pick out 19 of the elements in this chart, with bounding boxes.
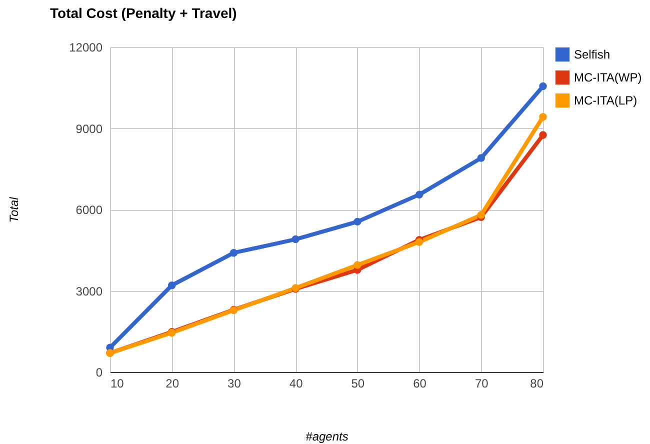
y-tick-label: 0 [96,366,103,380]
y-tick-label: 9000 [76,122,103,136]
legend-label: MC-ITA(WP) [574,70,642,84]
y-axis-title: Total [7,196,22,223]
x-tick-label: 40 [289,376,304,390]
x-tick-label: 70 [474,376,489,390]
x-tick-label: 80 [530,376,544,390]
x-tick-label: 50 [351,376,365,390]
y-tick-label: 12000 [69,40,103,54]
x-tick-label: 60 [413,376,427,390]
x-axis-title: #agents [306,430,348,444]
legend-label: MC-ITA(LP) [574,94,638,108]
y-tick-label: 6000 [76,203,103,217]
x-tick-label: 20 [166,376,180,390]
x-tick-label: 30 [228,376,242,390]
chart-title: Total Cost (Penalty + Travel) [50,5,237,21]
legend-label: Selfish [574,48,610,62]
y-tick-label: 3000 [76,284,103,298]
x-tick-label: 10 [110,376,124,390]
